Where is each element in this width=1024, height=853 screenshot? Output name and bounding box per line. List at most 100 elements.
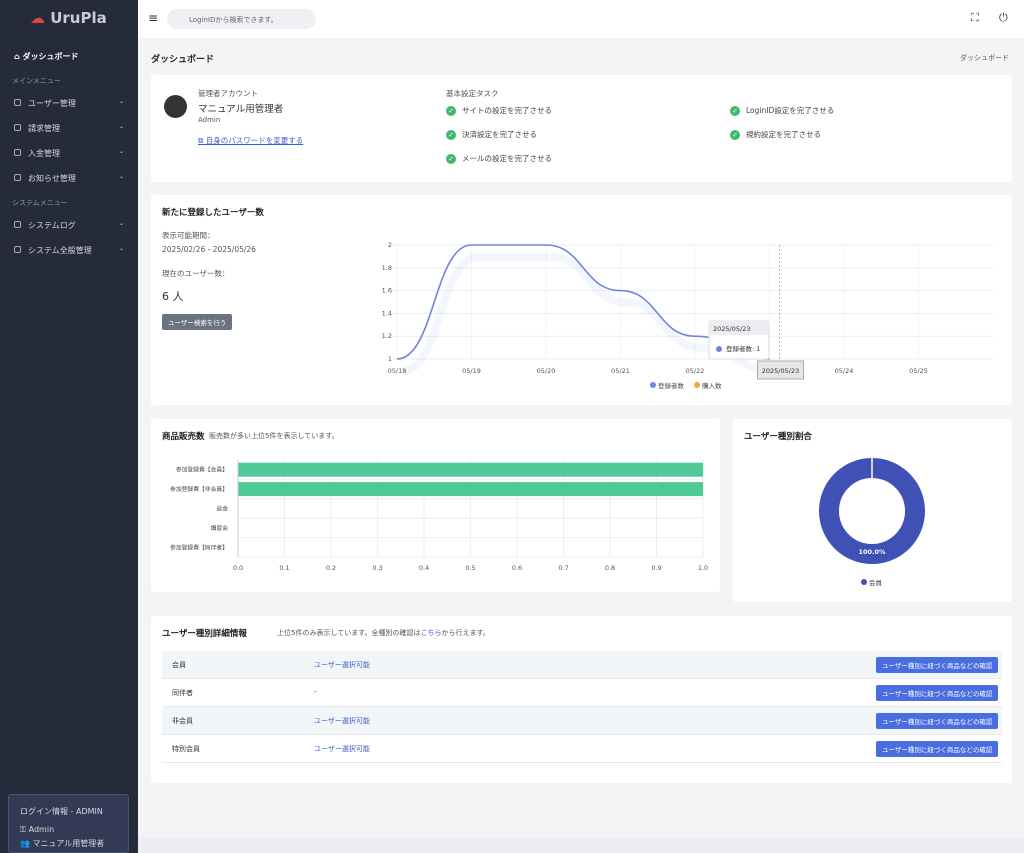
card-note: 上位5件のみ表示しています。全種別の確認はこちらから行えます。 xyxy=(277,628,490,638)
nav-icon xyxy=(14,174,21,181)
login-info: ログイン情報 - ADMIN ⚿ Admin 👥 マニュアル用管理者 xyxy=(8,794,129,853)
x-tick-label: 0.7 xyxy=(558,564,568,572)
type-button[interactable]: ユーザー種別に紐づく商品などの確認 xyxy=(876,741,999,757)
check-icon: ✓ xyxy=(446,154,456,164)
table-row: 非会員 ユーザー選択可能 ユーザー種別に紐づく商品などの確認 xyxy=(162,707,1002,735)
users-card: 新たに登録したユーザー数 表示可能期間： 2025/02/26 - 2025/0… xyxy=(151,195,1012,405)
nav-label: システムログ xyxy=(28,221,76,230)
x-tick-label: 05/20 xyxy=(537,367,556,375)
task-item: ✓ メールの設定を完了させる xyxy=(446,153,552,164)
value-label: 100.0% xyxy=(858,548,886,556)
type-status: - xyxy=(314,688,317,696)
task-label: サイトの設定を完了させる xyxy=(462,106,552,115)
nav-caret: ⌄ xyxy=(118,148,124,155)
x-tick-label: 0.4 xyxy=(419,564,429,572)
nav-caret: ⌄ xyxy=(118,220,124,227)
nav-label: システム全般管理 xyxy=(28,246,92,255)
card-title: ユーザー種別割合 xyxy=(744,432,812,442)
count-label: 現在のユーザー数： xyxy=(162,269,230,278)
nav-icon xyxy=(14,99,21,106)
nav-caret: ⌄ xyxy=(118,123,124,130)
period: 2025/02/26 - 2025/05/26 xyxy=(162,245,256,254)
type-button[interactable]: ユーザー種別に紐づく商品などの確認 xyxy=(876,657,999,673)
pie-chart: 100.0% 会員 xyxy=(819,458,925,587)
x-tick-label: 0.0 xyxy=(233,564,243,572)
nav-caret: ⌄ xyxy=(118,98,124,105)
nav-dashboard[interactable]: ⌂ ダッシュボード xyxy=(14,52,79,61)
nav-icon xyxy=(14,221,21,228)
search-users-button[interactable]: ユーザー検索を行う xyxy=(162,314,233,330)
card-subtitle: 販売数が多い上位5件を表示しています。 xyxy=(209,432,339,440)
task-item: ✓ LoginID設定を完了させる xyxy=(730,105,834,116)
nav-item[interactable]: システムログ ⌄ xyxy=(14,220,126,231)
type-status: ユーザー選択可能 xyxy=(314,661,370,669)
nav-item[interactable]: 入金管理 ⌄ xyxy=(14,148,126,159)
menu-button[interactable]: ≡ xyxy=(148,11,159,25)
task-item: ✓ サイトの設定を完了させる xyxy=(446,105,552,116)
y-tick-label: 1.8 xyxy=(382,264,392,272)
legend-label: 登録者数 xyxy=(658,381,685,390)
task-label: 規約設定を完了させる xyxy=(746,130,821,139)
check-icon: ✓ xyxy=(446,130,456,140)
legend-label: 購入数 xyxy=(702,381,722,390)
nav-label: 入金管理 xyxy=(28,149,60,158)
note-link[interactable]: こちら xyxy=(420,629,442,637)
x-tick-label: 0.8 xyxy=(605,564,615,572)
period-label: 表示可能期間： xyxy=(162,231,215,240)
avatar xyxy=(164,95,187,118)
type-status: ユーザー選択可能 xyxy=(314,745,370,753)
check-icon: ✓ xyxy=(446,106,456,116)
password-link[interactable]: ⧉ 自身のパスワードを変更する xyxy=(198,136,304,145)
type-button[interactable]: ユーザー種別に紐づく商品などの確認 xyxy=(876,713,999,729)
legend-dot xyxy=(694,382,700,388)
task-item: ✓ 規約設定を完了させる xyxy=(730,129,821,140)
account-name: マニュアル用管理者 xyxy=(198,104,284,115)
x-tick-label: 0.9 xyxy=(651,564,661,572)
type-name: 特別会員 xyxy=(172,745,200,753)
note-tail: から行えます。 xyxy=(441,629,490,637)
footer xyxy=(138,838,1024,853)
nav-item[interactable]: システム全般管理 ⌄ xyxy=(14,245,126,256)
card-title: 商品販売数 xyxy=(162,432,205,442)
note: 上位5件のみ表示しています。全種別の確認は xyxy=(277,629,421,637)
task-label: LoginID設定を完了させる xyxy=(746,106,835,115)
table-row: 特別会員 ユーザー選択可能 ユーザー種別に紐づく商品などの確認 xyxy=(162,735,1002,763)
sales-card: 商品販売数 販売数が多い上位5件を表示しています。 xyxy=(151,419,720,592)
x-tick-label: 1.0 xyxy=(698,564,708,572)
bar xyxy=(238,462,703,477)
type-button[interactable]: ユーザー種別に紐づく商品などの確認 xyxy=(876,685,999,701)
login-name: マニュアル用管理者 xyxy=(32,839,105,848)
type-name: 同伴者 xyxy=(172,689,193,697)
legend-dot xyxy=(650,382,656,388)
y-tick-label: 参加登録費【同伴者】 xyxy=(170,543,228,551)
nav-icon xyxy=(14,124,21,131)
page-title: ダッシュボード xyxy=(151,55,215,65)
card-title: ユーザー種別詳細情報 xyxy=(162,629,247,639)
nav-item[interactable]: 請求管理 ⌄ xyxy=(14,123,126,134)
card-title: 新たに登録したユーザー数 xyxy=(162,208,264,218)
tooltip-title: 2025/05/23 xyxy=(713,325,750,333)
tooltip-head xyxy=(709,321,769,335)
tasks-title: 基本設定タスク xyxy=(446,89,499,98)
x-tick-label: 0.2 xyxy=(326,564,336,572)
pie-slice xyxy=(819,458,925,564)
nav-item[interactable]: ユーザー管理 ⌄ xyxy=(14,98,126,109)
y-tick-label: 参加登録費【会員】 xyxy=(176,466,228,474)
x-tick-label: 05/24 xyxy=(835,367,854,375)
types-card: ユーザー種別詳細情報 上位5件のみ表示しています。全種別の確認はこちらから行えま… xyxy=(151,616,1012,783)
login-id: Admin xyxy=(28,825,55,834)
crosshair-label: 2025/05/23 xyxy=(762,367,799,375)
fullscreen-button[interactable]: ⛶ xyxy=(971,11,979,24)
search-box[interactable]: LoginIDから検索できます。 xyxy=(167,9,316,29)
x-tick-label: 0.1 xyxy=(279,564,289,572)
x-tick-label: 05/25 xyxy=(909,367,928,375)
x-tick-label: 05/19 xyxy=(462,367,481,375)
bar xyxy=(238,482,703,497)
nav-label: 請求管理 xyxy=(28,124,60,133)
nav-item[interactable]: お知らせ管理 ⌄ xyxy=(14,173,126,184)
data-line xyxy=(396,244,770,360)
login-title: ログイン情報 - ADMIN xyxy=(20,807,103,816)
power-button[interactable]: ⏻ xyxy=(999,11,1008,24)
section-label: システムメニュー xyxy=(12,199,68,207)
section-label: メインメニュー xyxy=(12,77,61,85)
